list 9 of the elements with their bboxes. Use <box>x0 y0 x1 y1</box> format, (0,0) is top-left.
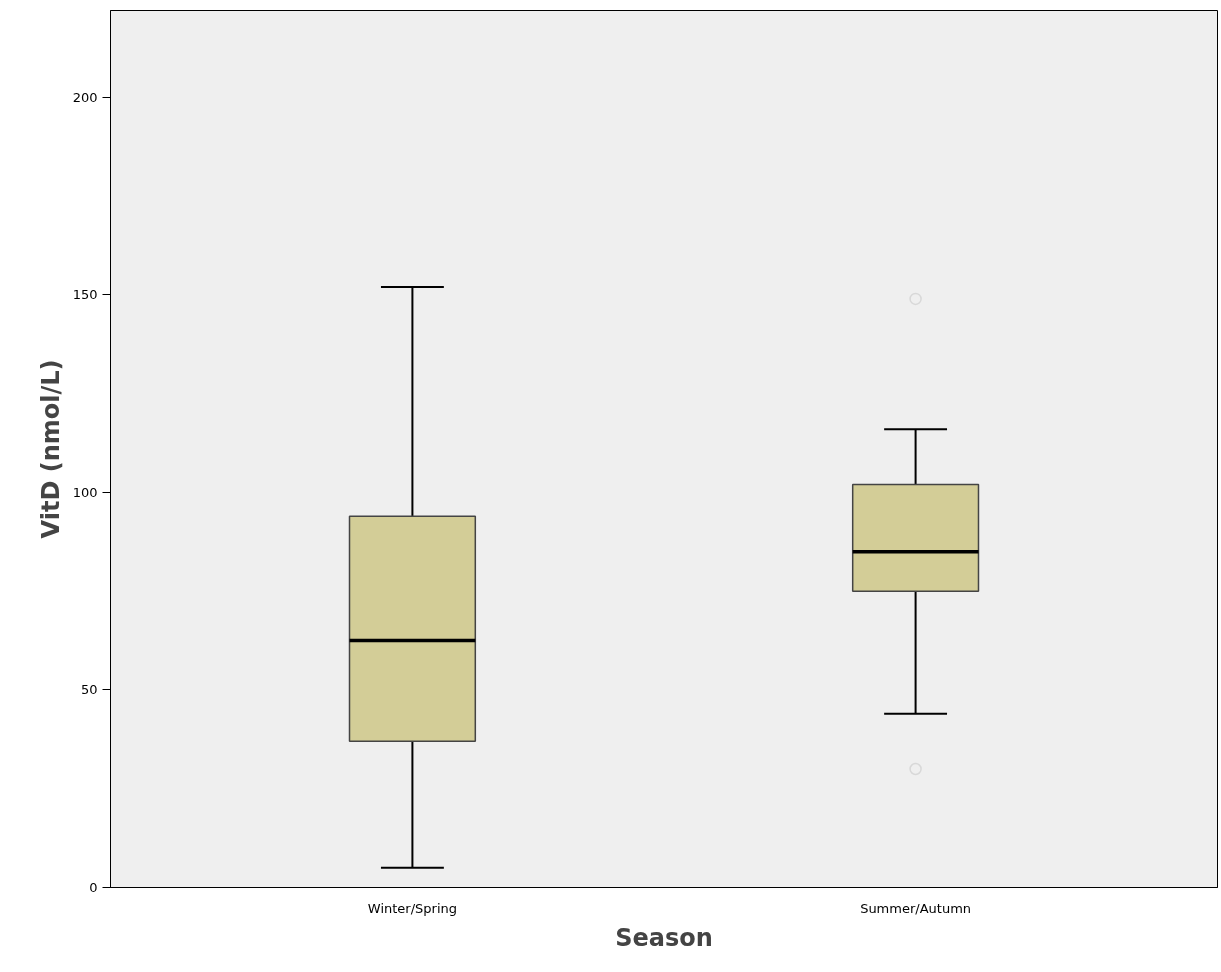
y-tick-label: 150 <box>72 287 98 303</box>
y-tick-label: 200 <box>72 89 98 105</box>
x-tick-label: Summer/Autumn <box>860 900 972 916</box>
y-axis-title: VitD (nmol/L) <box>36 359 65 539</box>
y-tick-label: 0 <box>89 880 98 895</box>
y-tick-label: 100 <box>72 484 98 500</box>
x-axis-title: Season <box>615 923 713 952</box>
x-tick-label: Winter/Spring <box>367 900 458 916</box>
y-tick-label: 50 <box>80 682 98 698</box>
